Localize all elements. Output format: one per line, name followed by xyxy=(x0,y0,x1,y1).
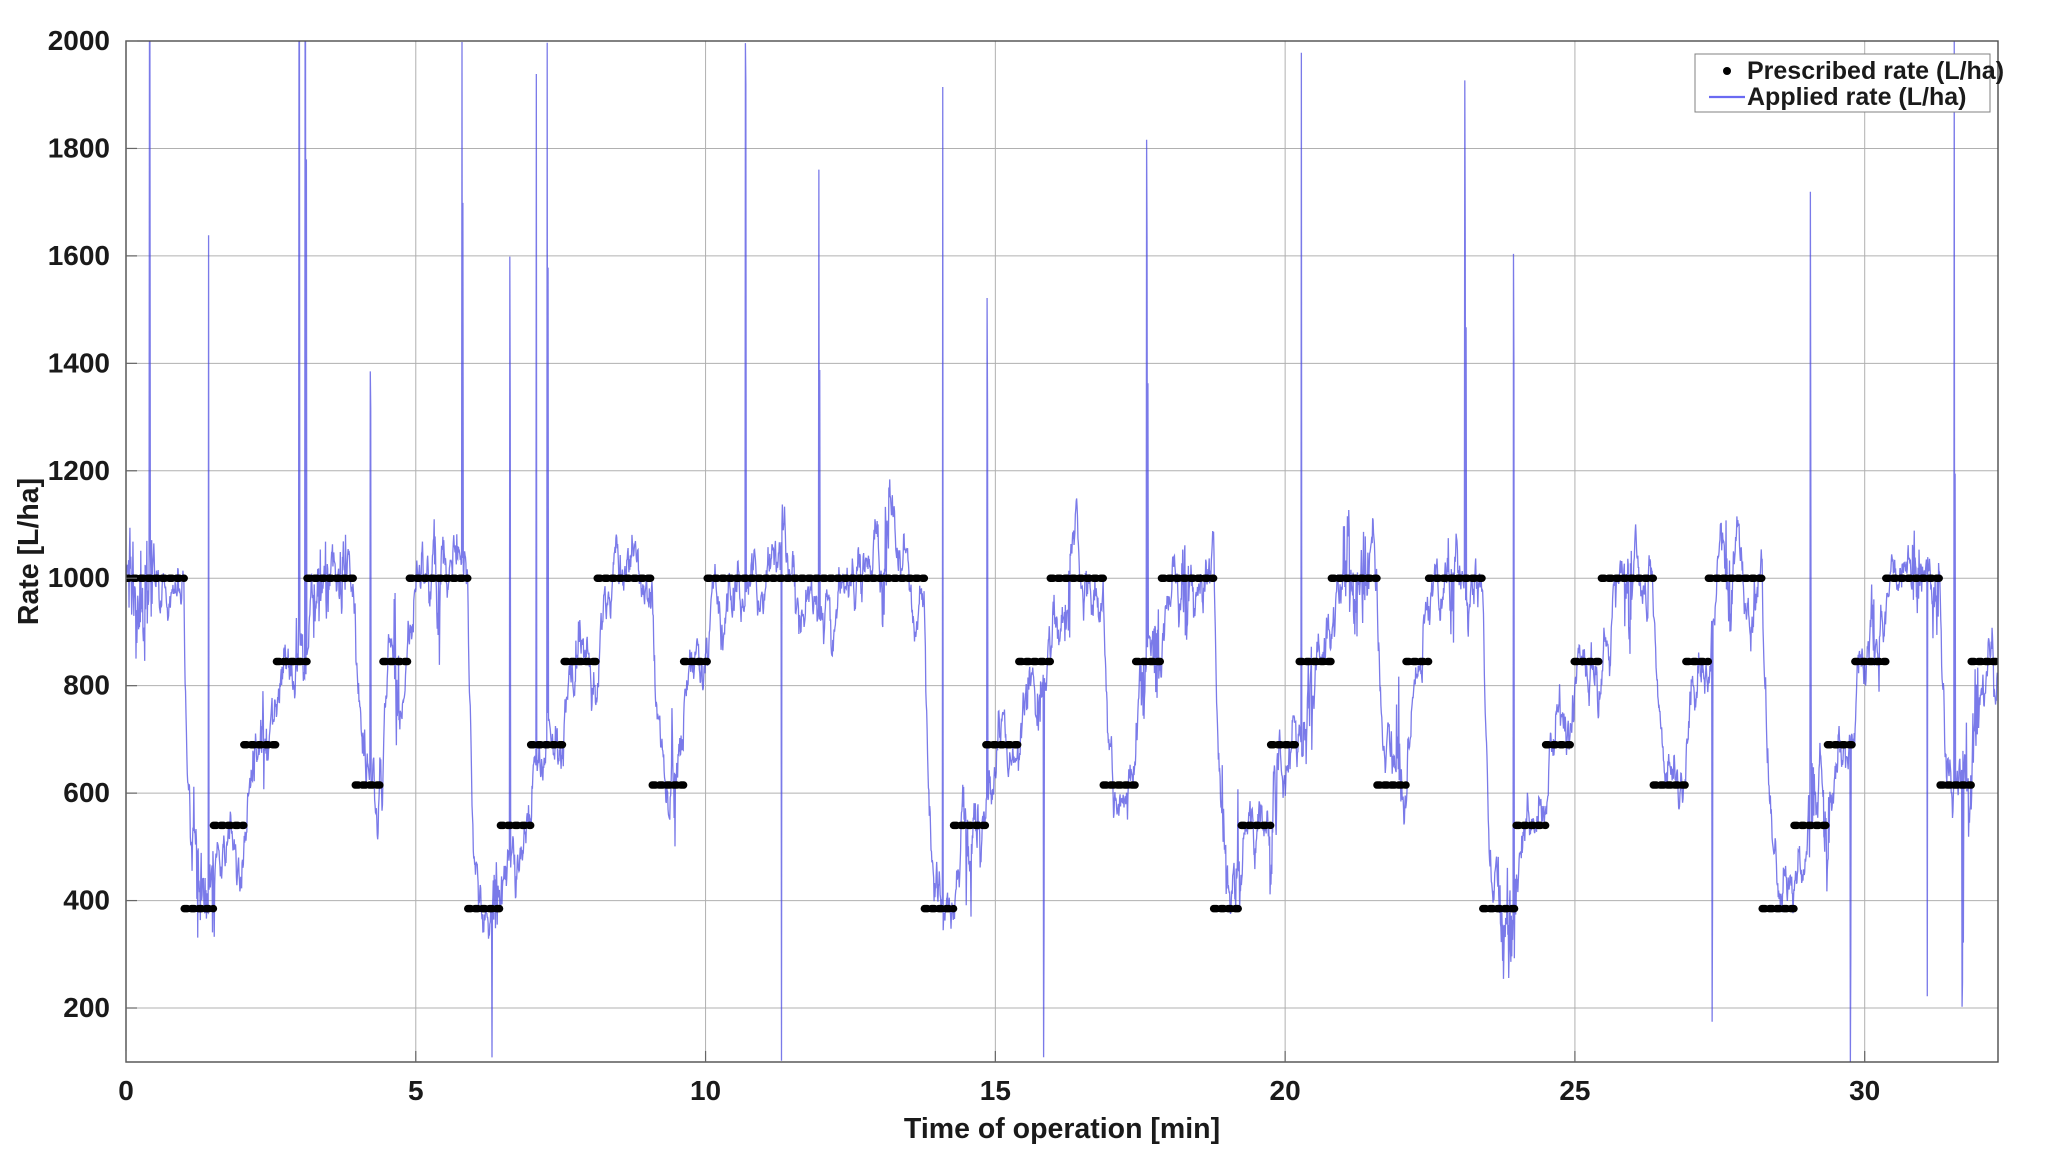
svg-text:10: 10 xyxy=(690,1075,721,1106)
svg-text:Rate [L/ha]: Rate [L/ha] xyxy=(13,478,45,625)
svg-text:30: 30 xyxy=(1849,1075,1880,1106)
svg-text:1200: 1200 xyxy=(48,455,110,486)
svg-text:1800: 1800 xyxy=(48,132,110,163)
svg-text:Applied rate (L/ha): Applied rate (L/ha) xyxy=(1747,83,1966,111)
svg-text:1600: 1600 xyxy=(48,240,110,271)
svg-text:800: 800 xyxy=(63,670,110,701)
svg-text:Time of operation [min]: Time of operation [min] xyxy=(904,1113,1220,1145)
svg-text:400: 400 xyxy=(63,885,110,916)
svg-text:200: 200 xyxy=(63,992,110,1023)
svg-text:20: 20 xyxy=(1270,1075,1301,1106)
svg-text:1000: 1000 xyxy=(48,562,110,593)
svg-text:5: 5 xyxy=(408,1075,424,1106)
svg-text:Prescribed rate (L/ha): Prescribed rate (L/ha) xyxy=(1747,57,2004,85)
svg-text:0: 0 xyxy=(118,1075,134,1106)
svg-text:600: 600 xyxy=(63,777,110,808)
svg-text:15: 15 xyxy=(980,1075,1011,1106)
svg-text:25: 25 xyxy=(1559,1075,1590,1106)
svg-text:1400: 1400 xyxy=(48,347,110,378)
svg-text:2000: 2000 xyxy=(48,25,110,56)
